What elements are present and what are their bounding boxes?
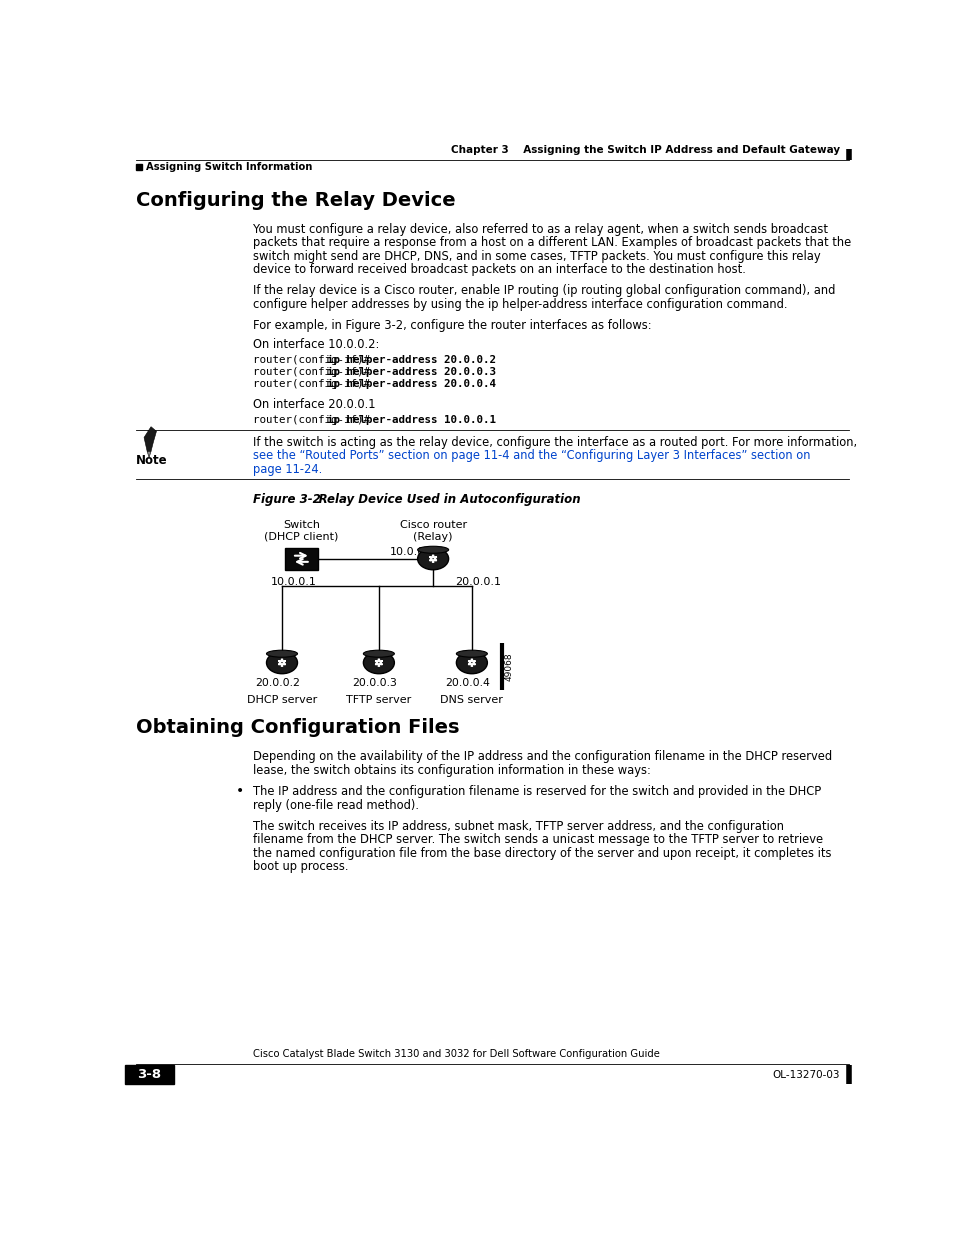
Text: OL-13270-03: OL-13270-03	[772, 1070, 840, 1079]
Text: device to forward received broadcast packets on an interface to the destination : device to forward received broadcast pac…	[253, 263, 744, 277]
Text: DNS server: DNS server	[440, 695, 503, 705]
Text: lease, the switch obtains its configuration information in these ways:: lease, the switch obtains its configurat…	[253, 764, 650, 777]
Text: Assigning Switch Information: Assigning Switch Information	[146, 162, 313, 172]
Text: If the relay device is a Cisco router, enable IP routing (ip routing global conf: If the relay device is a Cisco router, e…	[253, 284, 834, 298]
Ellipse shape	[456, 650, 487, 657]
Text: router(config-if)#: router(config-if)#	[253, 367, 375, 377]
Text: Note: Note	[136, 454, 168, 467]
Text: see the “Routed Ports” section on page 11-4 and the “Configuring Layer 3 Interfa: see the “Routed Ports” section on page 1…	[253, 450, 809, 462]
Text: page 11-24.: page 11-24.	[253, 463, 321, 475]
Text: router(config-if)#: router(config-if)#	[253, 415, 375, 425]
Bar	[136, 163, 142, 170]
Text: Chapter 3    Assigning the Switch IP Address and Default Gateway: Chapter 3 Assigning the Switch IP Addres…	[451, 146, 840, 156]
Text: On interface 20.0.0.1: On interface 20.0.0.1	[253, 398, 375, 411]
Text: Configuring the Relay Device: Configuring the Relay Device	[136, 190, 456, 210]
Text: the named configuration file from the base directory of the server and upon rece: the named configuration file from the ba…	[253, 847, 830, 860]
Text: Depending on the availability of the IP address and the configuration filename i: Depending on the availability of the IP …	[253, 751, 831, 763]
Text: 20.0.0.1: 20.0.0.1	[455, 577, 500, 588]
Text: ip helper-address 20.0.0.2: ip helper-address 20.0.0.2	[327, 354, 496, 364]
Text: switch might send are DHCP, DNS, and in some cases, TFTP packets. You must confi: switch might send are DHCP, DNS, and in …	[253, 249, 820, 263]
Text: Obtaining Configuration Files: Obtaining Configuration Files	[136, 719, 459, 737]
Text: ip helper-address 20.0.0.4: ip helper-address 20.0.0.4	[327, 379, 496, 389]
Text: •: •	[235, 784, 244, 798]
Text: 3-8: 3-8	[137, 1068, 161, 1081]
Text: reply (one-file read method).: reply (one-file read method).	[253, 799, 418, 811]
Ellipse shape	[363, 650, 394, 657]
Ellipse shape	[417, 548, 448, 569]
Text: router(config-if)#: router(config-if)#	[253, 379, 375, 389]
Text: boot up process.: boot up process.	[253, 861, 348, 873]
Text: If the switch is acting as the relay device, configure the interface as a routed: If the switch is acting as the relay dev…	[253, 436, 856, 450]
Text: Switch
(DHCP client): Switch (DHCP client)	[264, 520, 338, 542]
Ellipse shape	[363, 652, 394, 674]
Text: The switch receives its IP address, subnet mask, TFTP server address, and the co: The switch receives its IP address, subn…	[253, 820, 782, 832]
Text: DHCP server: DHCP server	[247, 695, 316, 705]
Text: Cisco router
(Relay): Cisco router (Relay)	[399, 520, 466, 542]
Text: 20.0.0.2: 20.0.0.2	[255, 678, 300, 688]
Ellipse shape	[266, 652, 297, 674]
Text: Relay Device Used in Autoconfiguration: Relay Device Used in Autoconfiguration	[297, 493, 579, 506]
Text: Cisco Catalyst Blade Switch 3130 and 3032 for Dell Software Configuration Guide: Cisco Catalyst Blade Switch 3130 and 303…	[253, 1050, 659, 1060]
Text: filename from the DHCP server. The switch sends a unicast message to the TFTP se: filename from the DHCP server. The switc…	[253, 834, 821, 846]
Text: 20.0.0.3: 20.0.0.3	[353, 678, 397, 688]
Ellipse shape	[417, 546, 448, 553]
Text: configure helper addresses by using the ip helper-address interface configuratio: configure helper addresses by using the …	[253, 298, 786, 311]
Text: On interface 10.0.0.2:: On interface 10.0.0.2:	[253, 338, 378, 351]
Text: The IP address and the configuration filename is reserved for the switch and pro: The IP address and the configuration fil…	[253, 785, 820, 798]
Polygon shape	[144, 427, 156, 451]
Polygon shape	[147, 451, 151, 457]
Text: router(config-if)#: router(config-if)#	[253, 354, 375, 364]
Text: 20.0.0.4: 20.0.0.4	[445, 678, 490, 688]
Bar	[285, 548, 317, 569]
Text: Figure 3-2: Figure 3-2	[253, 493, 320, 506]
FancyBboxPatch shape	[125, 1066, 173, 1084]
Text: 10.0.0.2: 10.0.0.2	[390, 547, 436, 557]
Text: packets that require a response from a host on a different LAN. Examples of broa: packets that require a response from a h…	[253, 236, 850, 249]
Text: ip helper-address 10.0.0.1: ip helper-address 10.0.0.1	[327, 415, 496, 425]
Text: 10.0.0.1: 10.0.0.1	[271, 577, 316, 588]
Ellipse shape	[456, 652, 487, 674]
Text: For example, in Figure 3-2, configure the router interfaces as follows:: For example, in Figure 3-2, configure th…	[253, 319, 651, 332]
Text: ip helper-address 20.0.0.3: ip helper-address 20.0.0.3	[327, 367, 496, 377]
Text: 49068: 49068	[504, 652, 513, 680]
Text: You must configure a relay device, also referred to as a relay agent, when a swi: You must configure a relay device, also …	[253, 222, 826, 236]
Ellipse shape	[266, 650, 297, 657]
Text: TFTP server: TFTP server	[346, 695, 411, 705]
